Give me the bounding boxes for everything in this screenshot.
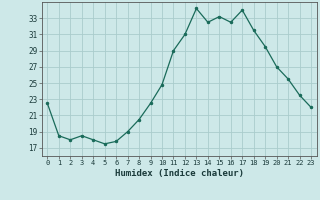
X-axis label: Humidex (Indice chaleur): Humidex (Indice chaleur)	[115, 169, 244, 178]
